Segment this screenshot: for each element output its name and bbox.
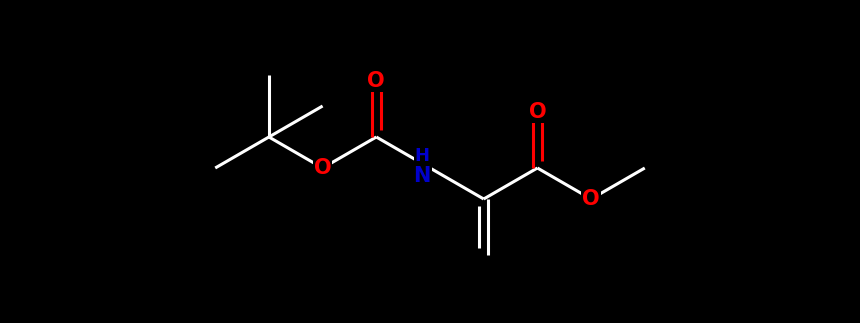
Text: O: O xyxy=(314,158,331,178)
Text: O: O xyxy=(582,189,600,209)
Text: O: O xyxy=(529,102,546,122)
Text: H: H xyxy=(415,147,429,165)
Text: O: O xyxy=(367,71,385,91)
Text: N: N xyxy=(414,166,431,186)
